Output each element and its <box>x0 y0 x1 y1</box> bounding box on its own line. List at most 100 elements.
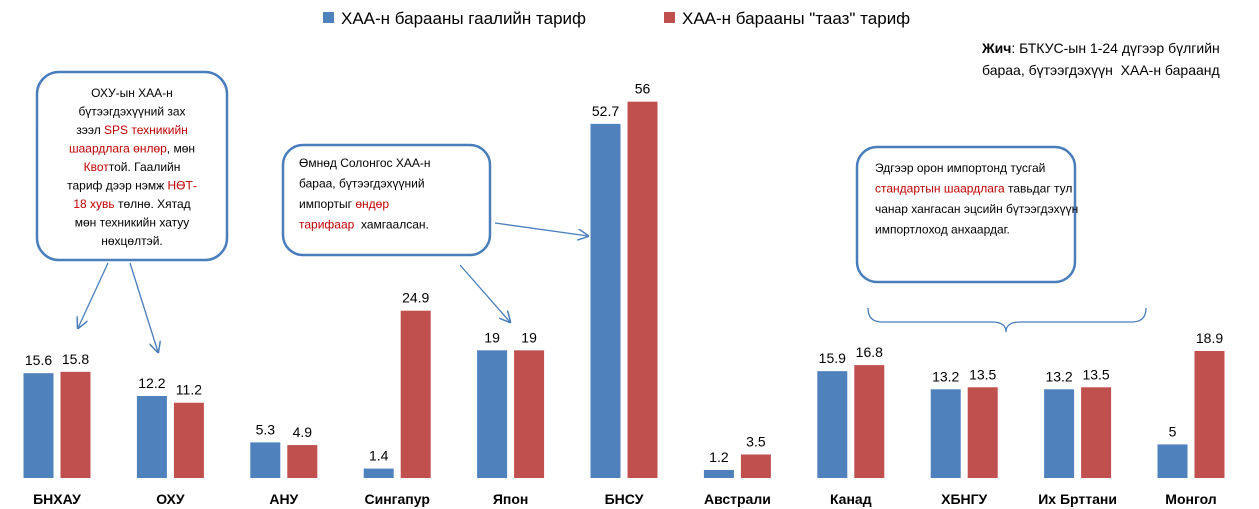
text-span: төлнө. Хятад <box>115 197 191 211</box>
bar <box>817 371 848 478</box>
bar <box>136 396 167 478</box>
text-span: мөн техникийн хатуу <box>75 216 190 230</box>
text-span: өндөр <box>355 197 389 211</box>
text-span: шаардлага өнлөр <box>69 142 167 156</box>
value-label: 56 <box>635 81 651 97</box>
callout-box <box>855 145 1077 284</box>
value-label: 5.3 <box>256 421 276 437</box>
bar <box>287 445 318 478</box>
text-line: импортыг өндөр <box>299 197 389 211</box>
value-label: 15.9 <box>819 350 846 366</box>
text-line: ОХУ-ын ХАА-н <box>91 86 173 100</box>
value-label: 19 <box>521 329 537 345</box>
text-span: Өмнөд Солонгос ХАА-н <box>299 156 431 170</box>
bar <box>930 389 961 478</box>
text-line: стандартын шаардлага тавьдаг тул <box>875 182 1072 196</box>
text-span: SPS техникийн <box>104 123 188 137</box>
bar <box>1081 387 1112 478</box>
text-line: Өмнөд Солонгос ХАА-н <box>299 156 431 170</box>
arrow <box>78 262 109 328</box>
value-label: 11.2 <box>176 382 202 398</box>
bar <box>363 468 394 478</box>
bar <box>1194 350 1225 478</box>
value-label: 13.2 <box>932 368 959 384</box>
text-line: 18 хувь төлнө. Хятад <box>73 197 190 211</box>
text-line: бүтээгдэхүүний зах <box>78 105 185 119</box>
bar <box>1157 444 1188 478</box>
text-line: Жич: БТКУС-ын 1-24 дүгээр бүлгийн <box>981 40 1220 56</box>
arrow <box>459 264 510 322</box>
value-label: 13.5 <box>969 366 996 382</box>
text-span: тариф дээр нэмж <box>67 179 167 193</box>
brace <box>867 307 1147 333</box>
callout-box <box>35 70 229 262</box>
text-span: хамгаалсан. <box>354 218 429 232</box>
text-span: Жич <box>981 40 1011 56</box>
x-tick-label: ОХУ <box>156 491 185 507</box>
text-span: импортыг <box>299 197 355 211</box>
value-label: 15.6 <box>25 352 52 368</box>
text-span: бараа, бүтээгдэхүүний <box>299 177 425 191</box>
x-tick-label: БНСУ <box>605 491 644 507</box>
text-line: чанар хангасан эцсийн бүтээгдэхүүн <box>875 202 1078 216</box>
text-line: тариф дээр нэмж НӨТ- <box>67 179 197 193</box>
x-tick-label: АНУ <box>269 491 298 507</box>
bar <box>477 350 508 478</box>
legend-swatch <box>664 12 675 23</box>
legend-swatch <box>323 12 334 23</box>
value-label: 13.2 <box>1045 368 1072 384</box>
text-line: зээл SPS техникийн <box>76 123 188 137</box>
value-label: 24.9 <box>402 290 429 306</box>
x-tick-label: ХБНГУ <box>941 491 987 507</box>
bar <box>400 310 431 478</box>
text-line: тарифаар хамгаалсан. <box>299 218 429 232</box>
bar <box>590 123 621 478</box>
bar <box>627 101 658 479</box>
bar <box>514 350 545 478</box>
x-tick-label: Канад <box>830 491 872 507</box>
value-label: 1.4 <box>369 448 389 464</box>
text-span: Эдгээр орон импортонд тусгай <box>875 161 1045 175</box>
x-tick-label: Их Бртт­ани <box>1038 491 1117 507</box>
text-line: бараа, бүтээгдэхүүн ХАА-н бараанд <box>982 62 1220 78</box>
x-tick-label: Австрали <box>704 491 771 507</box>
value-label: 4.9 <box>293 424 313 440</box>
bar <box>967 387 998 478</box>
arrow <box>494 222 588 236</box>
text-line: бараа, бүтээгдэхүүний <box>299 177 425 191</box>
x-tick-label: Япон <box>493 491 529 507</box>
text-line: нөхцөлтэй. <box>101 234 163 248</box>
value-label: 12.2 <box>138 375 165 391</box>
text-span: бараа, бүтээгдэхүүн ХАА-н бараанд <box>982 62 1220 78</box>
text-span: : БТКУС-ын 1-24 дүгээр бүлгийн <box>1011 40 1219 56</box>
x-tick-label: БНХАУ <box>33 491 81 507</box>
value-label: 1.2 <box>709 449 729 465</box>
text-span: чанар хангасан эцсийн бүтээгдэхүүн <box>875 202 1078 216</box>
text-span: той. Гаалийн <box>109 160 181 174</box>
x-tick-label: Сингапур <box>364 491 429 507</box>
text-span: тарифаар <box>299 218 355 232</box>
bar <box>703 469 734 478</box>
value-label: 5 <box>1169 423 1177 439</box>
legend-label: ХАА-н барааны "тааз" тариф <box>682 9 910 28</box>
value-label: 13.5 <box>1082 366 1109 382</box>
arrow <box>129 262 158 352</box>
bar <box>173 402 204 478</box>
text-line: мөн техникийн хатуу <box>75 216 190 230</box>
x-tick-label: Монгол <box>1165 491 1216 507</box>
value-label: 18.9 <box>1196 330 1223 346</box>
text-span: НӨТ- <box>168 179 197 193</box>
text-span: стандартын шаардлага <box>875 182 1005 196</box>
text-span: , мөн <box>167 142 195 156</box>
bar <box>1044 389 1075 478</box>
text-span: бүтээгдэхүүний зах <box>78 105 185 119</box>
text-span: нөхцөлтэй. <box>101 234 163 248</box>
value-label: 3.5 <box>746 433 766 449</box>
text-span: тавьдаг тул <box>1005 182 1073 196</box>
text-line: шаардлага өнлөр, мөн <box>69 142 195 156</box>
legend-label: ХАА-н барааны гаалийн тариф <box>341 9 586 28</box>
bar <box>23 373 54 478</box>
bar <box>250 442 281 478</box>
value-label: 15.8 <box>62 351 89 367</box>
text-span: импортлоход анхаардаг. <box>875 223 1010 237</box>
